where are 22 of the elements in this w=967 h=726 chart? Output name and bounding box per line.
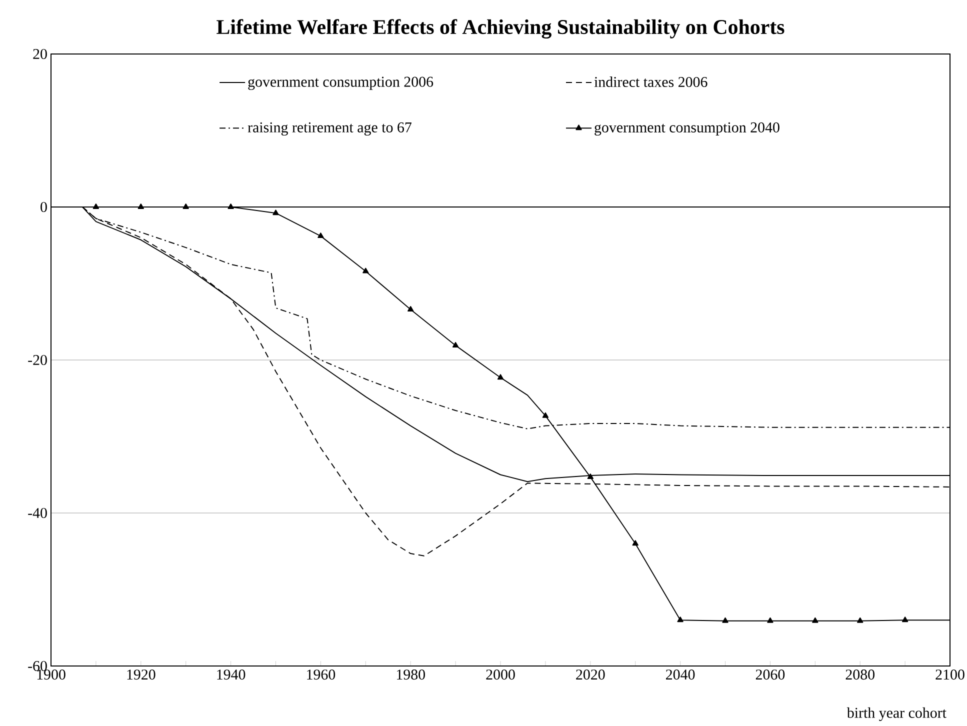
x-tick-label: 2080 [846,670,874,680]
legend-label: raising retirement age to 67 [248,122,412,136]
x-tick-label: 1980 [396,670,425,680]
x-tick-label: 1960 [307,670,336,680]
y-tick-label: 20 [33,48,47,60]
x-tick-label: 1940 [217,670,246,680]
x-tick-label: 2040 [666,670,695,680]
x-tick-label: 2100 [936,670,964,680]
y-tick-label: -20 [28,354,47,366]
legend-label: government consumption 2006 [248,76,434,90]
x-tick-label: 2060 [756,670,785,680]
x-tick-label: 2000 [486,670,515,680]
y-tick-label: 0 [40,202,47,212]
x-tick-label: 1920 [127,670,156,680]
x-tick-label: 1900 [37,670,66,680]
legend-label: indirect taxes 2006 [594,76,708,88]
x-axis-title: birth year cohort [846,707,946,721]
chart-title: Lifetime Welfare Effects of Achieving Sustainability on Cohorts [216,19,784,39]
x-tick-label: 2020 [576,670,605,680]
legend-label: government consumption 2040 [594,122,780,136]
y-tick-label: -40 [28,508,47,518]
y-tick-label: -60 [28,660,47,672]
